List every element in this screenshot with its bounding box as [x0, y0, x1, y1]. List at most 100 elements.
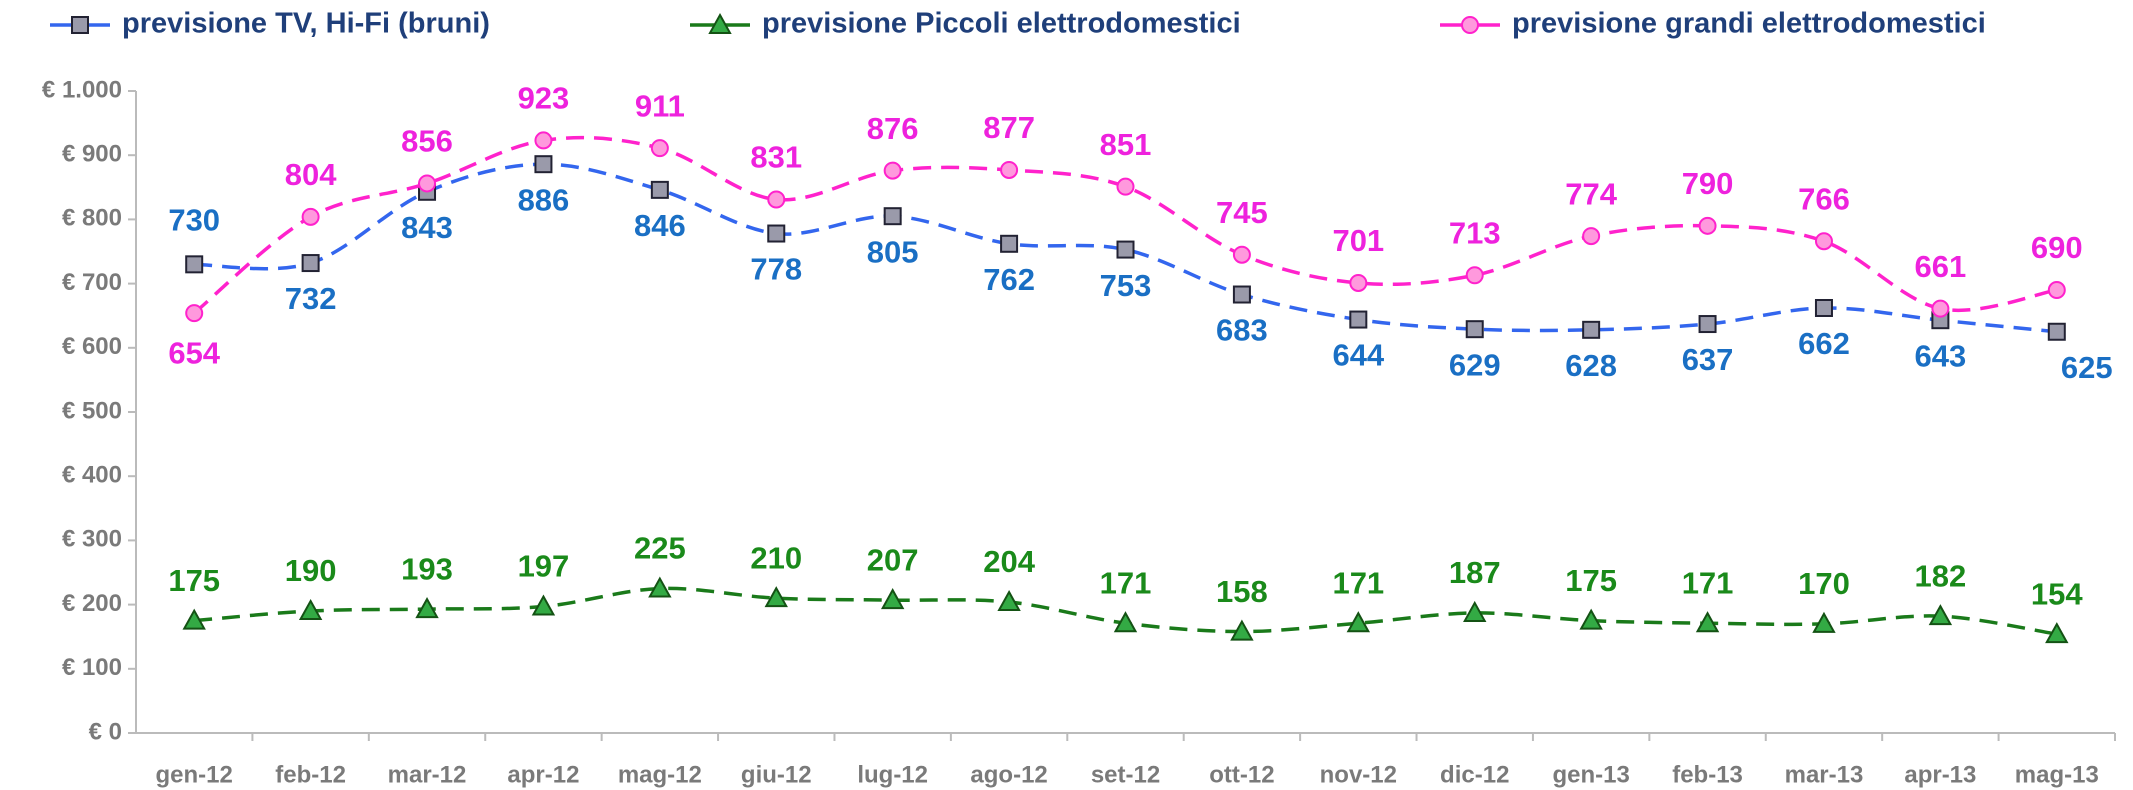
x-tick-label: dic-12 [1440, 761, 1509, 788]
data-label: 790 [1682, 166, 1734, 201]
data-label: 170 [1798, 566, 1850, 601]
y-tick-label: € 0 [89, 718, 122, 745]
x-tick-label: mar-12 [388, 761, 467, 788]
marker [1346, 611, 1371, 633]
data-label: 730 [168, 203, 220, 238]
legend-label: previsione Piccoli elettrodomestici [762, 8, 1241, 40]
data-label: 207 [867, 542, 919, 577]
marker [1000, 160, 1019, 179]
marker [1232, 245, 1251, 264]
marker [1814, 232, 1833, 251]
marker [1928, 604, 1953, 626]
marker [650, 180, 669, 199]
data-label: 175 [1565, 563, 1617, 598]
data-label: 171 [1682, 565, 1734, 600]
marker [1465, 320, 1484, 339]
x-tick-label: gen-12 [156, 761, 233, 788]
marker [1116, 177, 1135, 196]
data-label: 732 [285, 281, 337, 316]
marker [418, 174, 437, 193]
data-label: 644 [1332, 338, 1384, 373]
marker [301, 207, 320, 226]
x-tick-label: feb-12 [275, 761, 346, 788]
data-label: 923 [518, 81, 570, 116]
data-label: 843 [401, 210, 453, 245]
y-tick-label: € 700 [62, 269, 122, 296]
legend-label: previsione TV, Hi-Fi (bruni) [122, 8, 490, 40]
data-label: 753 [1100, 268, 1152, 303]
data-label: 628 [1565, 348, 1617, 383]
marker [767, 224, 786, 243]
marker [2045, 622, 2069, 644]
data-label: 629 [1449, 347, 1501, 382]
marker [1814, 298, 1833, 317]
marker [1000, 234, 1019, 253]
data-label: 774 [1565, 176, 1617, 211]
data-label: 831 [750, 140, 802, 175]
marker [880, 588, 905, 610]
marker [2047, 322, 2066, 341]
marker [1349, 310, 1368, 329]
marker [1698, 216, 1717, 235]
legend-label: previsione grandi elettrodomestici [1512, 8, 1986, 40]
data-label: 886 [518, 182, 570, 217]
marker [650, 139, 669, 158]
x-tick-label: feb-13 [1672, 761, 1743, 788]
data-label: 877 [983, 110, 1035, 145]
data-label: 643 [1915, 338, 1967, 373]
data-label: 661 [1915, 249, 1967, 284]
marker [1113, 611, 1138, 633]
y-tick-label: € 400 [62, 462, 122, 489]
y-tick-label: € 300 [62, 526, 122, 553]
data-label: 701 [1332, 223, 1384, 258]
marker [1230, 619, 1254, 641]
data-label: 625 [2061, 350, 2113, 385]
marker [1461, 16, 1479, 34]
data-label: 654 [168, 335, 220, 370]
marker [997, 589, 1021, 612]
y-tick-label: € 600 [62, 333, 122, 360]
y-tick-label: € 1.000 [42, 76, 122, 103]
data-label: 175 [168, 563, 220, 598]
data-label: 204 [983, 544, 1035, 579]
data-label: 683 [1216, 313, 1268, 348]
marker [71, 16, 89, 34]
marker [1582, 227, 1601, 246]
x-tick-label: giu-12 [741, 761, 812, 788]
marker [185, 304, 204, 323]
data-label: 210 [750, 540, 802, 575]
marker [415, 597, 439, 619]
data-label: 225 [634, 531, 686, 566]
marker [531, 594, 556, 616]
marker [534, 155, 553, 174]
marker [883, 161, 902, 180]
x-tick-label: apr-13 [1904, 761, 1976, 788]
marker [298, 598, 323, 621]
marker [648, 576, 672, 598]
x-tick-label: ott-12 [1209, 761, 1274, 788]
data-label: 804 [285, 157, 337, 192]
data-label: 911 [635, 88, 685, 123]
data-label: 193 [401, 551, 453, 586]
marker [1465, 266, 1484, 285]
marker [1812, 611, 1836, 633]
x-tick-label: apr-12 [507, 761, 579, 788]
data-label: 197 [518, 549, 570, 584]
marker [534, 131, 553, 150]
marker [1931, 299, 1950, 318]
data-label: 171 [1332, 565, 1384, 600]
data-label: 778 [750, 252, 802, 287]
data-label: 182 [1915, 558, 1967, 593]
marker [1349, 273, 1368, 292]
marker [1116, 240, 1135, 259]
marker [1582, 320, 1601, 339]
x-tick-label: nov-12 [1320, 761, 1397, 788]
marker [1232, 285, 1251, 304]
y-tick-label: € 200 [62, 590, 122, 617]
x-tick-label: mag-13 [2015, 761, 2099, 788]
x-tick-label: mag-12 [618, 761, 702, 788]
data-label: 876 [867, 111, 919, 146]
y-tick-label: € 100 [62, 654, 122, 681]
marker [182, 608, 206, 630]
marker [764, 586, 788, 608]
